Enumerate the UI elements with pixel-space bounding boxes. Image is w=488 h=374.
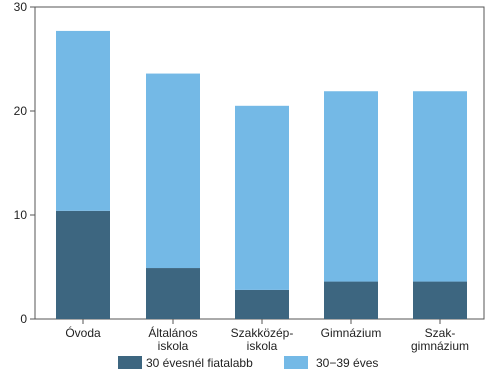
bar-segment-30-39 (146, 73, 200, 269)
x-axis: Óvoda Általános iskolaSzakközép-iskolaGimn… (65, 319, 469, 353)
y-tick-label: 30 (14, 0, 28, 14)
x-category-label-line: iskola (247, 339, 278, 353)
y-axis: 0 10 20 30 (14, 0, 35, 326)
x-category-label: Gimnázium (321, 326, 382, 340)
x-category-label: Óvoda (65, 325, 101, 340)
x-category-label: Általános iskola (148, 325, 197, 353)
x-category-label-line: Szakközép- (231, 326, 294, 340)
legend-label: 30 évesnél fiatalabb (146, 356, 253, 370)
bar-segment-under-30 (413, 281, 467, 319)
x-category-label-line: iskola (158, 339, 189, 353)
legend-swatch (118, 356, 142, 369)
legend-swatch (284, 356, 308, 369)
bar-segment-30-39 (235, 105, 289, 290)
bar-segment-under-30 (56, 210, 110, 319)
y-tick-label: 10 (14, 208, 28, 222)
bar-segment-under-30 (146, 268, 200, 319)
x-category-label-line: gimnázium (411, 339, 469, 353)
legend: 30 évesnél fiatalabb 30−39 éves (118, 356, 378, 370)
bar-segment-30-39 (56, 30, 110, 211)
x-category-label-line: Gimnázium (321, 326, 382, 340)
legend-label: 30−39 éves (316, 356, 378, 370)
x-category-label-line: Szak- (425, 326, 456, 340)
x-category-label-line: Óvoda (65, 325, 101, 340)
bar-segment-30-39 (324, 91, 378, 282)
bar-segment-under-30 (324, 281, 378, 319)
bars (56, 30, 467, 319)
y-tick-label: 20 (14, 104, 28, 118)
bar-segment-30-39 (413, 91, 467, 282)
y-tick-label: 0 (20, 312, 27, 326)
x-category-label: Szakközép-iskola (231, 326, 294, 353)
x-category-label-line: Általános (148, 325, 197, 340)
x-category-label: Szak-gimnázium (411, 326, 469, 353)
bar-segment-under-30 (235, 289, 289, 319)
